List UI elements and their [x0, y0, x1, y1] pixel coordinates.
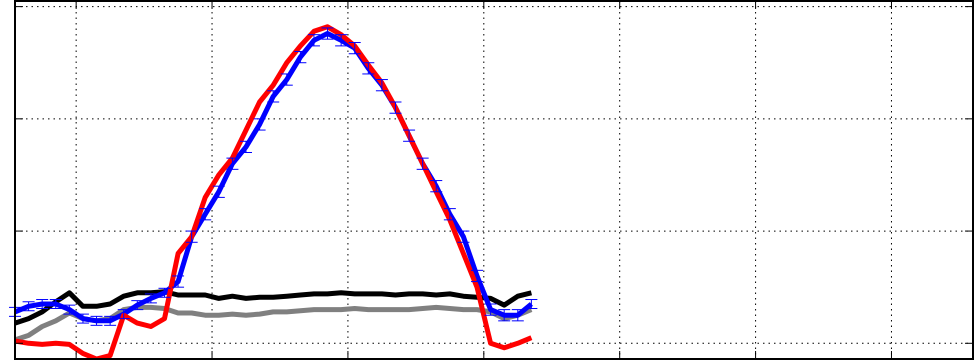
error-bars [9, 27, 538, 326]
series-line [14, 289, 533, 326]
series-line [14, 24, 533, 360]
series-group [14, 24, 533, 360]
grid [15, 1, 973, 359]
series-line [14, 304, 533, 343]
ticks [15, 1, 973, 359]
series-line [14, 31, 533, 324]
plot-frame [14, 0, 974, 360]
